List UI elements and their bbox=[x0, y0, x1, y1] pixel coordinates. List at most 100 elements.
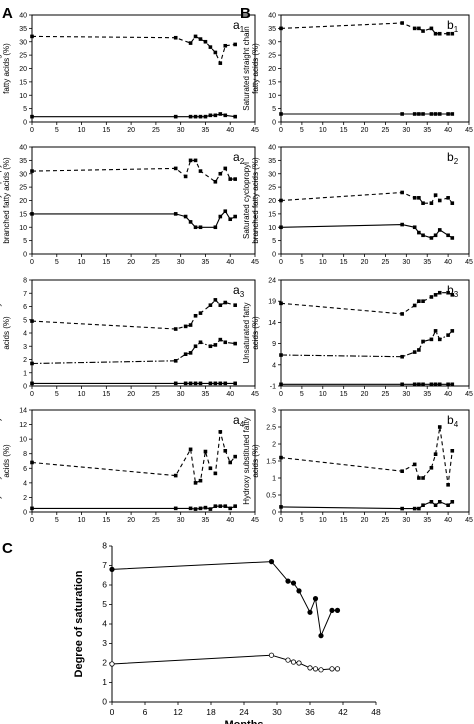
chart-b2: 0 5 10 15 20 25 30 35 40 45 0 5 10 15 20 25 30 35 40 Satura… bbox=[242, 145, 473, 267]
y-tick-label: 20 bbox=[19, 66, 27, 73]
data-point bbox=[30, 506, 34, 511]
data-point bbox=[279, 301, 283, 306]
data-point bbox=[400, 469, 404, 473]
y-tick-label: 0 bbox=[23, 510, 27, 517]
chart-b1: 0 5 10 15 20 25 30 35 40 45 0 5 10 15 20 25 30 35 40 Satura… bbox=[242, 13, 473, 135]
x-tick-label: 0 bbox=[279, 391, 283, 398]
x-tick-label: 10 bbox=[78, 391, 86, 398]
y-axis-label: Degree of saturation bbox=[73, 570, 85, 677]
y-axis-label: branched fatty acids (%) bbox=[251, 157, 260, 244]
data-point bbox=[421, 382, 425, 387]
data-point bbox=[233, 381, 237, 386]
panel-sublabel-subscript: 1 bbox=[240, 25, 245, 34]
data-point bbox=[188, 506, 193, 511]
data-point bbox=[193, 381, 198, 386]
data-point bbox=[400, 506, 404, 511]
y-tick-label: 10 bbox=[19, 225, 27, 232]
data-point bbox=[312, 666, 319, 672]
y-axis-label: fatty acids (%) bbox=[2, 43, 11, 94]
data-point bbox=[421, 112, 425, 116]
data-point bbox=[188, 351, 193, 355]
data-point bbox=[193, 225, 198, 230]
data-point bbox=[183, 352, 188, 356]
data-point bbox=[198, 340, 203, 345]
x-tick-label: 10 bbox=[78, 127, 86, 134]
panel-sublabel: b3 bbox=[447, 283, 459, 299]
series-line bbox=[280, 292, 453, 315]
data-point bbox=[400, 382, 404, 387]
data-point bbox=[223, 166, 228, 171]
series-line bbox=[280, 191, 453, 204]
series-line bbox=[280, 329, 453, 358]
data-point bbox=[30, 34, 34, 39]
data-point bbox=[429, 500, 434, 504]
x-tick-label: 45 bbox=[251, 127, 259, 134]
x-tick-label: 20 bbox=[127, 391, 135, 398]
data-point bbox=[173, 166, 178, 171]
y-axis-label: fatty acids (%) bbox=[251, 43, 260, 94]
x-tick-label: 30 bbox=[402, 517, 410, 524]
data-point bbox=[446, 31, 450, 36]
data-point bbox=[198, 311, 203, 315]
data-point bbox=[429, 382, 434, 387]
panel-sublabel: b4 bbox=[447, 413, 459, 429]
data-point bbox=[228, 506, 233, 511]
series-line bbox=[280, 426, 453, 485]
x-tick-label: 30 bbox=[402, 391, 410, 398]
x-tick-label: 45 bbox=[465, 517, 473, 524]
y-tick-label: 20 bbox=[19, 198, 27, 205]
x-tick-label: 40 bbox=[444, 517, 452, 524]
y-tick-label: 3 bbox=[102, 638, 107, 648]
data-point bbox=[446, 112, 450, 116]
x-tick-label: 35 bbox=[202, 517, 210, 524]
x-tick-label: 18 bbox=[206, 707, 216, 717]
y-tick-label: 30 bbox=[19, 171, 27, 178]
data-point bbox=[433, 31, 438, 36]
y-axis-label: Hydroxy substituted fatty bbox=[242, 417, 251, 505]
data-point bbox=[218, 303, 223, 307]
data-point bbox=[213, 298, 218, 302]
data-point bbox=[208, 113, 213, 118]
plot-frame bbox=[31, 14, 256, 123]
data-point bbox=[183, 381, 188, 386]
x-tick-label: 5 bbox=[55, 391, 59, 398]
data-point bbox=[437, 382, 442, 387]
data-point bbox=[268, 558, 275, 565]
x-tick-label: 30 bbox=[177, 517, 185, 524]
data-point bbox=[412, 26, 417, 31]
y-tick-label: 10 bbox=[19, 437, 27, 444]
data-point bbox=[233, 504, 237, 508]
data-point bbox=[218, 337, 223, 342]
series-line bbox=[111, 654, 338, 671]
y-tick-label: 14 bbox=[19, 408, 27, 415]
x-tick-label: 5 bbox=[300, 517, 304, 524]
y-tick-label: 3 bbox=[23, 344, 27, 351]
panel-sublabel: a1 bbox=[233, 18, 245, 34]
data-point bbox=[233, 341, 237, 346]
series-line bbox=[31, 299, 236, 330]
data-point bbox=[173, 327, 178, 331]
x-tick-label: 20 bbox=[127, 127, 135, 134]
panel-letter-b: B bbox=[240, 5, 251, 22]
plot-frame bbox=[280, 279, 470, 387]
data-point bbox=[193, 114, 198, 119]
data-point bbox=[450, 31, 455, 36]
x-tick-label: 40 bbox=[226, 517, 234, 524]
y-tick-label: 2 bbox=[23, 357, 27, 364]
data-point bbox=[429, 337, 434, 342]
data-point bbox=[450, 449, 455, 453]
data-point bbox=[208, 303, 213, 307]
data-point bbox=[429, 295, 434, 299]
y-tick-label: 7 bbox=[23, 291, 27, 298]
data-point bbox=[109, 661, 115, 667]
chart-a4: 0 5 10 15 20 25 30 35 40 45 0 2 4 6 8 10 12 14 Hydroxy sub… bbox=[0, 408, 259, 525]
x-tick-label: 30 bbox=[177, 391, 185, 398]
y-axis-label: Saturated cyclopropyl bbox=[0, 162, 2, 239]
y-tick-label: 40 bbox=[268, 145, 276, 152]
chart-a1: 0 5 10 15 20 25 30 35 40 45 0 5 10 15 20 25 30 35 40 Satura… bbox=[0, 13, 259, 135]
x-tick-label: 35 bbox=[202, 259, 210, 266]
x-tick-label: 15 bbox=[340, 517, 348, 524]
y-tick-label: 8 bbox=[23, 451, 27, 458]
data-point bbox=[228, 460, 233, 465]
y-tick-label: 8 bbox=[102, 541, 107, 551]
